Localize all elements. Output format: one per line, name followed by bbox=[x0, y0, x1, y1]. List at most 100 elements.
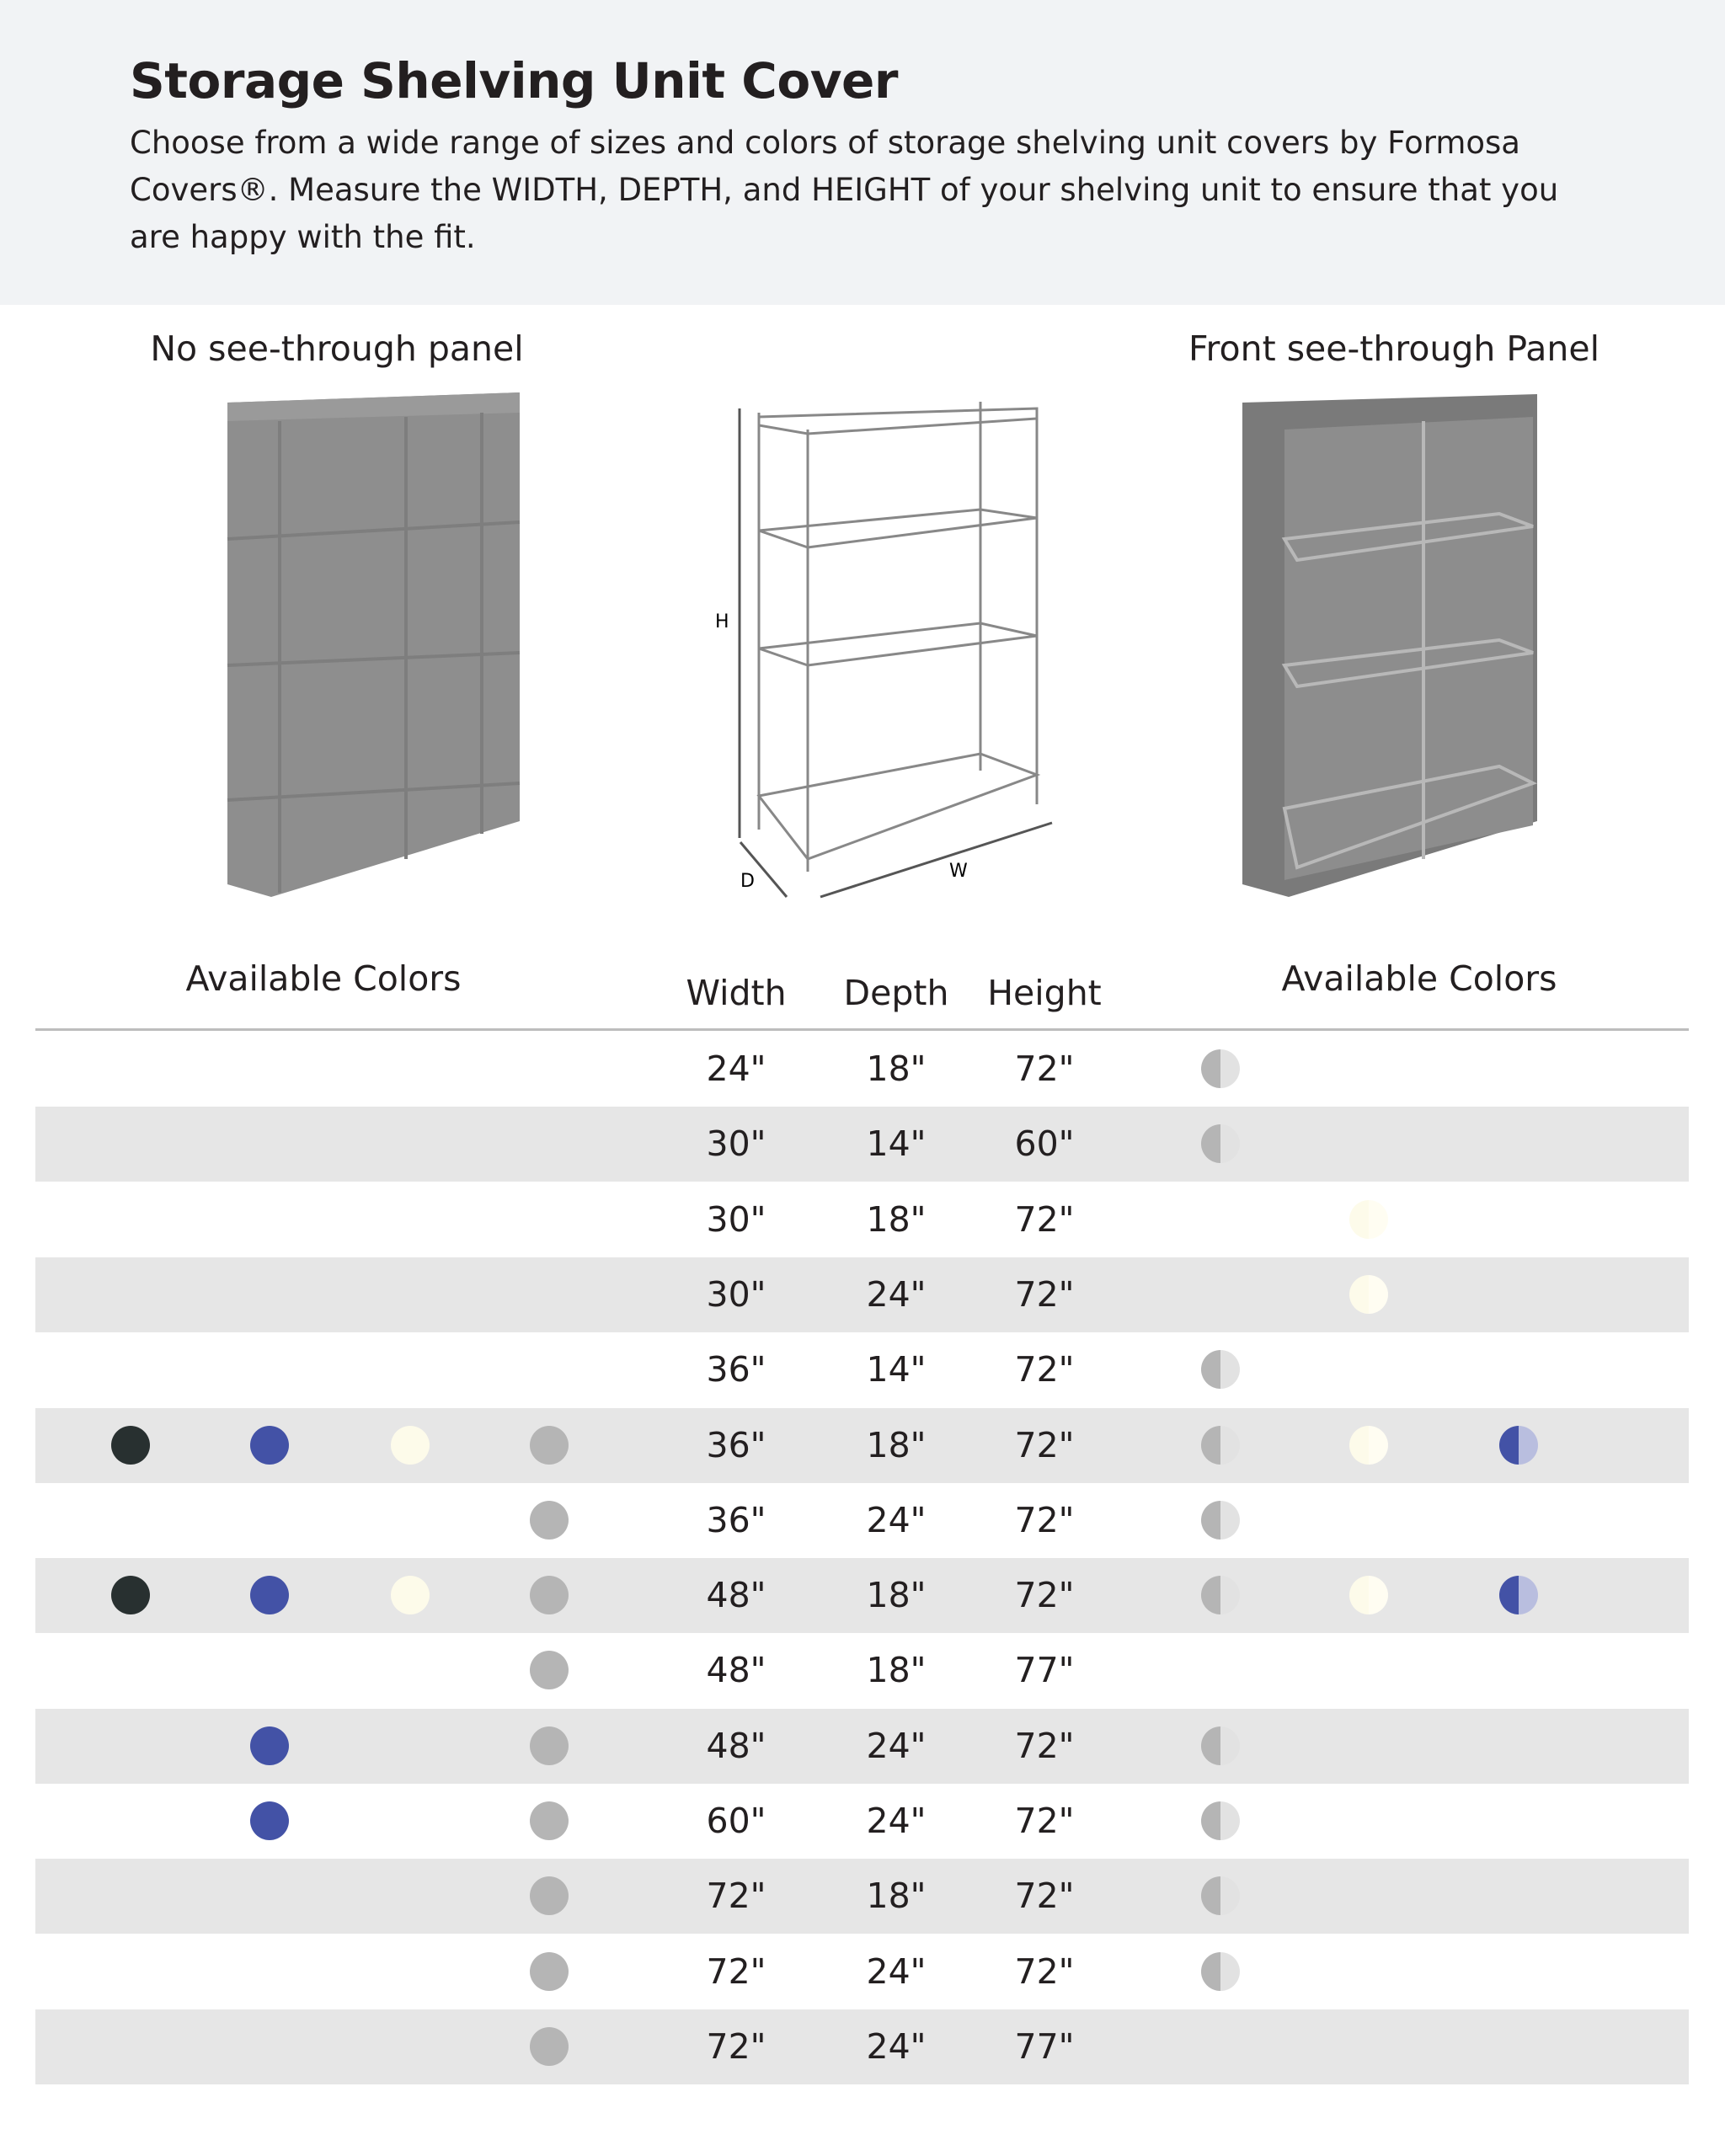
depth-cell: 18" bbox=[866, 1876, 927, 1917]
table-row: 72" 24" 72" bbox=[35, 1935, 1689, 2009]
width-cell: 36" bbox=[706, 1499, 766, 1540]
depth-cell: 14" bbox=[866, 1349, 927, 1390]
blue-see-through-swatch bbox=[1499, 1576, 1538, 1615]
height-cell: 72" bbox=[1014, 1349, 1075, 1390]
gray-color-swatch bbox=[530, 1651, 569, 1690]
table-row: 36" 24" 72" bbox=[35, 1483, 1689, 1558]
height-cell: 72" bbox=[1014, 1951, 1075, 1992]
width-cell: 48" bbox=[706, 1575, 766, 1616]
table-row: 48" 18" 72" bbox=[35, 1558, 1689, 1634]
height-cell: 60" bbox=[1014, 1123, 1075, 1165]
black-color-swatch bbox=[111, 1576, 150, 1615]
beige-see-through-swatch bbox=[1349, 1274, 1388, 1314]
depth-cell: 24" bbox=[866, 1801, 927, 1841]
depth-cell: 18" bbox=[866, 1650, 927, 1691]
depth-header: Depth bbox=[843, 973, 949, 1013]
gray-color-swatch bbox=[530, 1576, 569, 1615]
beige-color-swatch bbox=[391, 1425, 430, 1465]
right-colors-header: Available Colors bbox=[1281, 958, 1557, 999]
header-banner: Storage Shelving Unit Cover Choose from … bbox=[0, 0, 1725, 305]
table-row: 48" 18" 77" bbox=[35, 1633, 1689, 1708]
height-cell: 77" bbox=[1014, 2025, 1075, 2067]
blue-color-swatch bbox=[250, 1801, 289, 1840]
width-cell: 30" bbox=[706, 1273, 766, 1315]
silver-see-through-swatch bbox=[1201, 1726, 1240, 1765]
width-cell: 48" bbox=[706, 1650, 766, 1691]
no-panel-title: No see-through panel bbox=[150, 328, 524, 369]
width-cell: 72" bbox=[706, 2025, 766, 2067]
silver-see-through-swatch bbox=[1201, 1876, 1240, 1916]
depth-cell: 18" bbox=[866, 1424, 927, 1465]
width-cell: 30" bbox=[706, 1198, 766, 1240]
see-through-cover-image bbox=[1242, 394, 1538, 897]
width-cell: 36" bbox=[706, 1349, 766, 1390]
silver-see-through-swatch bbox=[1201, 1576, 1240, 1615]
depth-cell: 24" bbox=[866, 1273, 927, 1315]
beige-color-swatch bbox=[391, 1576, 430, 1615]
gray-color-swatch bbox=[530, 1876, 569, 1916]
table-row: 72" 24" 77" bbox=[35, 2009, 1689, 2084]
height-cell: 72" bbox=[1014, 1273, 1075, 1315]
silver-see-through-swatch bbox=[1201, 1124, 1240, 1164]
depth-cell: 24" bbox=[866, 1725, 927, 1766]
depth-cell: 24" bbox=[866, 1499, 927, 1540]
height-cell: 72" bbox=[1014, 1725, 1075, 1766]
blue-see-through-swatch bbox=[1499, 1425, 1538, 1465]
depth-cell: 14" bbox=[866, 1123, 927, 1165]
height-cell: 77" bbox=[1014, 1650, 1075, 1691]
height-header: Height bbox=[987, 973, 1102, 1013]
depth-cell: 18" bbox=[866, 1575, 927, 1616]
silver-see-through-swatch bbox=[1201, 1801, 1240, 1840]
gray-color-swatch bbox=[530, 1425, 569, 1465]
silver-see-through-swatch bbox=[1201, 1049, 1240, 1088]
height-label: H bbox=[715, 611, 729, 632]
black-color-swatch bbox=[111, 1425, 150, 1465]
height-cell: 72" bbox=[1014, 1876, 1075, 1917]
depth-cell: 24" bbox=[866, 1951, 927, 1992]
blue-color-swatch bbox=[250, 1425, 289, 1465]
left-colors-header: Available Colors bbox=[185, 958, 462, 999]
table-row: 30" 24" 72" bbox=[35, 1257, 1689, 1332]
table-row: 36" 18" 72" bbox=[35, 1407, 1689, 1483]
gray-color-swatch bbox=[530, 2026, 569, 2066]
width-label: W bbox=[949, 861, 968, 882]
shelf-dimension-diagram: H D W bbox=[715, 402, 1053, 899]
height-cell: 72" bbox=[1014, 1575, 1075, 1616]
table-row: 36" 14" 72" bbox=[35, 1332, 1689, 1407]
height-cell: 72" bbox=[1014, 1499, 1075, 1540]
see-through-panel-title: Front see-through Panel bbox=[1188, 328, 1600, 369]
table-row: 30" 18" 72" bbox=[35, 1182, 1689, 1257]
gray-color-swatch bbox=[530, 1951, 569, 1991]
gray-color-swatch bbox=[530, 1500, 569, 1540]
width-header: Width bbox=[686, 973, 787, 1013]
depth-cell: 24" bbox=[866, 2025, 927, 2067]
depth-cell: 18" bbox=[866, 1049, 927, 1089]
silver-see-through-swatch bbox=[1201, 1350, 1240, 1390]
beige-see-through-swatch bbox=[1349, 1576, 1388, 1615]
width-cell: 24" bbox=[706, 1049, 766, 1089]
table-row: 24" 18" 72" bbox=[35, 1032, 1689, 1107]
table-row: 60" 24" 72" bbox=[35, 1784, 1689, 1859]
depth-label: D bbox=[740, 871, 755, 892]
beige-see-through-swatch bbox=[1349, 1199, 1388, 1239]
silver-see-through-swatch bbox=[1201, 1425, 1240, 1465]
silver-see-through-swatch bbox=[1201, 1500, 1240, 1540]
gray-color-swatch bbox=[530, 1801, 569, 1840]
depth-cell: 18" bbox=[866, 1198, 927, 1240]
width-cell: 30" bbox=[706, 1123, 766, 1165]
height-cell: 72" bbox=[1014, 1049, 1075, 1089]
height-cell: 72" bbox=[1014, 1424, 1075, 1465]
width-cell: 72" bbox=[706, 1951, 766, 1992]
table-row: 48" 24" 72" bbox=[35, 1708, 1689, 1784]
height-cell: 72" bbox=[1014, 1801, 1075, 1841]
beige-see-through-swatch bbox=[1349, 1425, 1388, 1465]
blue-color-swatch bbox=[250, 1726, 289, 1765]
width-cell: 48" bbox=[706, 1725, 766, 1766]
page-description: Choose from a wide range of sizes and co… bbox=[130, 125, 1559, 255]
table-row: 72" 18" 72" bbox=[35, 1859, 1689, 1935]
gray-color-swatch bbox=[530, 1726, 569, 1765]
header-divider bbox=[35, 1028, 1689, 1031]
width-cell: 36" bbox=[706, 1424, 766, 1465]
silver-see-through-swatch bbox=[1201, 1951, 1240, 1991]
blue-color-swatch bbox=[250, 1576, 289, 1615]
